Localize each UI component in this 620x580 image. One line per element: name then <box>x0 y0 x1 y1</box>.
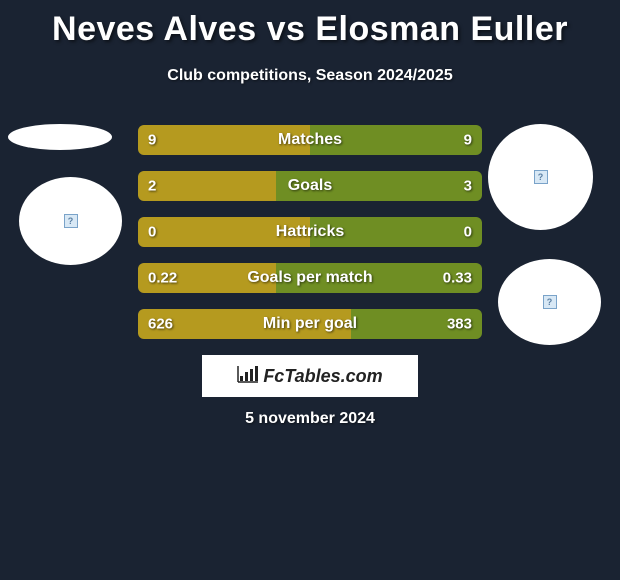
bar-label: Matches <box>278 131 342 149</box>
page-title: Neves Alves vs Elosman Euller <box>0 0 620 49</box>
bar-label: Goals per match <box>247 269 372 287</box>
stat-row: Hattricks 0 0 <box>138 217 482 247</box>
stat-row: Matches 9 9 <box>138 125 482 155</box>
bar-label: Hattricks <box>276 223 344 241</box>
right-value: 383 <box>447 316 472 333</box>
right-value: 0.33 <box>443 270 472 287</box>
comparison-chart: Matches 9 9 Goals 2 3 Hattricks 0 0 Goals per mat… <box>138 125 482 355</box>
left-value: 0 <box>148 224 156 241</box>
date-label: 5 november 2024 <box>245 410 375 428</box>
placeholder-icon <box>64 214 78 228</box>
page-subtitle: Club competitions, Season 2024/2025 <box>0 67 620 85</box>
brand-bar-icon <box>237 365 259 388</box>
right-value: 3 <box>464 178 472 195</box>
stat-row: Goals 2 3 <box>138 171 482 201</box>
decorative-oval-left <box>8 124 112 150</box>
bar-left-segment <box>138 171 276 201</box>
stat-row: Min per goal 626 383 <box>138 309 482 339</box>
left-value: 2 <box>148 178 156 195</box>
avatar-right-bottom-circle <box>498 259 601 345</box>
right-value: 9 <box>464 132 472 149</box>
bar-label: Min per goal <box>263 315 357 333</box>
avatar-right-top-circle <box>488 124 593 230</box>
stat-row: Goals per match 0.22 0.33 <box>138 263 482 293</box>
placeholder-icon <box>543 295 557 309</box>
bar-label: Goals <box>288 177 332 195</box>
placeholder-icon <box>534 170 548 184</box>
brand-label: FcTables.com <box>237 365 382 388</box>
left-value: 626 <box>148 316 173 333</box>
left-value: 9 <box>148 132 156 149</box>
avatar-left-circle <box>19 177 122 265</box>
brand-text: FcTables.com <box>263 366 382 387</box>
left-value: 0.22 <box>148 270 177 287</box>
brand-badge: FcTables.com <box>202 355 418 397</box>
right-value: 0 <box>464 224 472 241</box>
